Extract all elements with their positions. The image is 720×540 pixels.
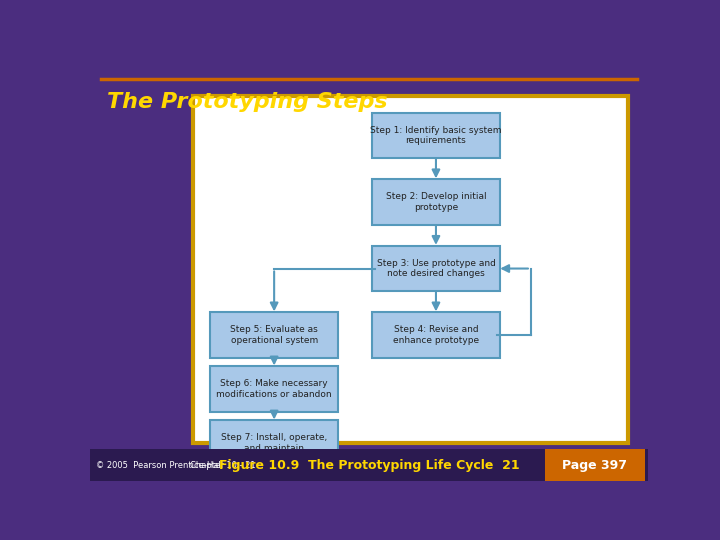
FancyBboxPatch shape [90, 449, 648, 481]
Text: Figure 10.9  The Prototyping Life Cycle  21: Figure 10.9 The Prototyping Life Cycle 2… [219, 458, 519, 471]
FancyBboxPatch shape [210, 420, 338, 466]
Text: Step 1: Identify basic system
requirements: Step 1: Identify basic system requiremen… [370, 126, 502, 145]
FancyBboxPatch shape [372, 246, 500, 292]
Text: Step 7: Install, operate,
and maintain: Step 7: Install, operate, and maintain [221, 434, 328, 453]
FancyBboxPatch shape [545, 449, 645, 481]
Text: Step 2: Develop initial
prototype: Step 2: Develop initial prototype [386, 192, 486, 212]
Text: The Prototyping Steps: The Prototyping Steps [107, 92, 387, 112]
Text: Step 3: Use prototype and
note desired changes: Step 3: Use prototype and note desired c… [377, 259, 495, 278]
Text: Page 397: Page 397 [562, 458, 628, 471]
FancyBboxPatch shape [210, 366, 338, 412]
FancyBboxPatch shape [193, 96, 629, 443]
FancyBboxPatch shape [372, 312, 500, 358]
FancyBboxPatch shape [210, 312, 338, 358]
FancyBboxPatch shape [372, 179, 500, 225]
Text: Step 4: Revise and
enhance prototype: Step 4: Revise and enhance prototype [393, 326, 479, 345]
Text: Step 5: Evaluate as
operational system: Step 5: Evaluate as operational system [230, 326, 318, 345]
Text: Chapter 10 - 21: Chapter 10 - 21 [190, 461, 256, 469]
Text: © 2005  Pearson Prentice-Hall: © 2005 Pearson Prentice-Hall [96, 461, 222, 469]
Text: Step 6: Make necessary
modifications or abandon: Step 6: Make necessary modifications or … [216, 380, 332, 399]
FancyBboxPatch shape [372, 113, 500, 158]
